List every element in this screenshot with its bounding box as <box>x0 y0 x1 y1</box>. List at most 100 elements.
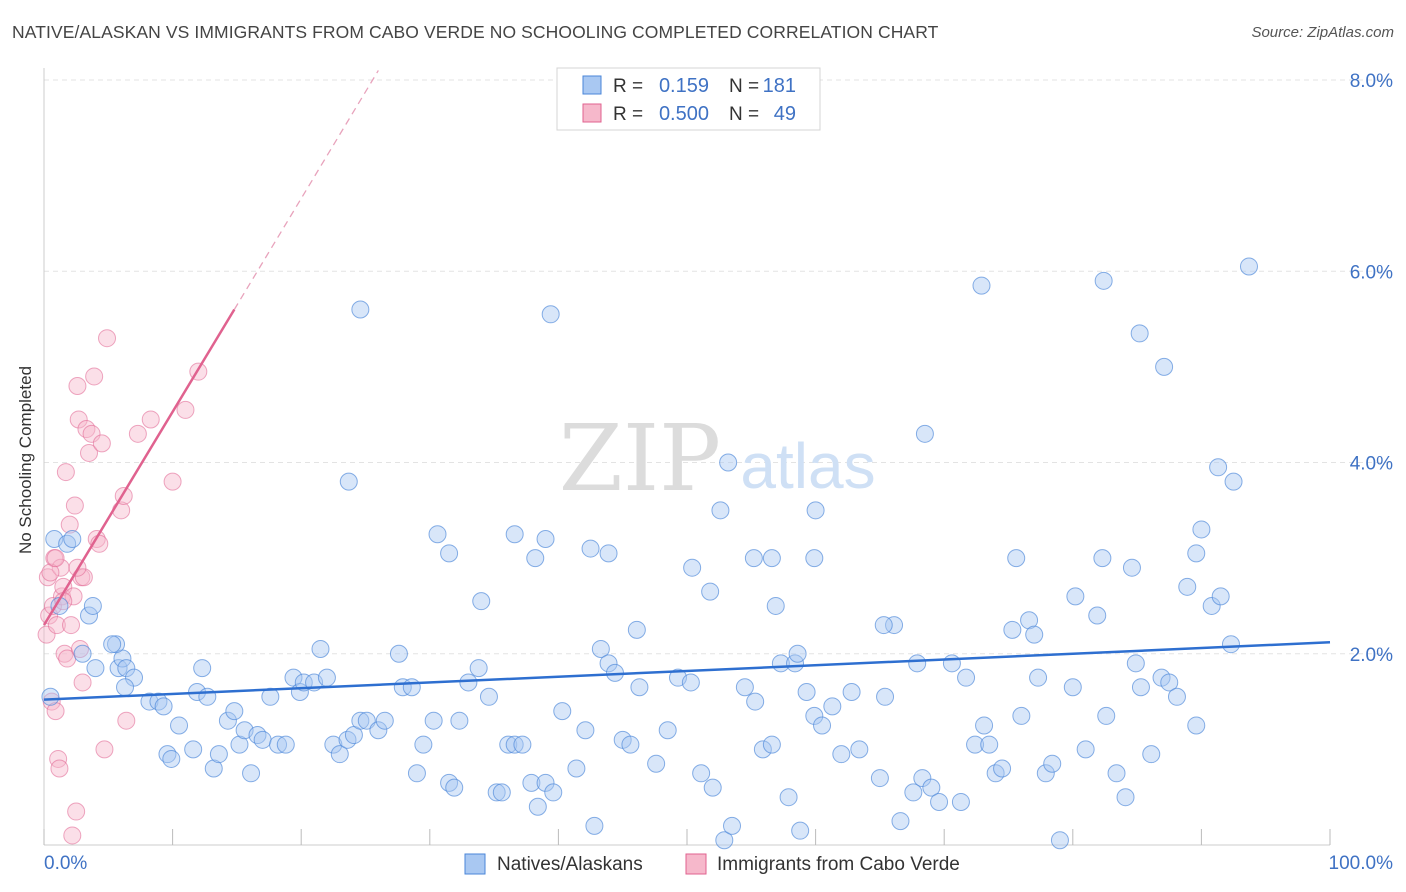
natives-point <box>1029 668 1048 687</box>
natives-point <box>567 759 586 778</box>
natives-point <box>1088 606 1107 625</box>
natives-point <box>149 692 168 711</box>
natives-point <box>1209 458 1228 477</box>
natives-point <box>487 783 506 802</box>
natives-point <box>1025 625 1044 644</box>
natives-point <box>1063 678 1082 697</box>
natives-point <box>581 539 600 558</box>
natives-point <box>80 606 99 625</box>
cabo-verde-point <box>56 463 75 482</box>
cabo-verde-point <box>47 616 66 635</box>
natives-point <box>209 745 228 764</box>
natives-point <box>1066 587 1085 606</box>
natives-point <box>1187 716 1206 735</box>
natives-point <box>499 735 518 754</box>
natives-point <box>469 659 488 678</box>
stats-n-label-1: N = <box>729 76 759 97</box>
natives-point <box>723 816 742 835</box>
natives-point <box>885 616 904 635</box>
natives-point <box>753 740 772 759</box>
x-tick-label-min: 0.0% <box>44 853 87 874</box>
natives-point <box>544 783 563 802</box>
natives-point <box>908 654 927 673</box>
natives-point <box>805 706 824 725</box>
stats-swatch-blue <box>582 75 602 95</box>
natives-point <box>1178 577 1197 596</box>
natives-point <box>351 300 370 319</box>
cabo-verde-point <box>64 587 83 606</box>
natives-point <box>791 821 810 840</box>
cabo-verde-point <box>46 549 65 568</box>
natives-point <box>683 558 702 577</box>
stats-n-value-2: 49 <box>774 103 796 125</box>
cabo-verde-point <box>46 702 65 721</box>
natives-point <box>975 716 994 735</box>
natives-point <box>1093 549 1112 568</box>
natives-point <box>1142 745 1161 764</box>
chart-title: NATIVE/ALASKAN VS IMMIGRANTS FROM CABO V… <box>12 22 939 42</box>
natives-point <box>922 778 941 797</box>
natives-point <box>424 711 443 730</box>
cabo-verde-point <box>73 673 92 692</box>
natives-point <box>73 644 92 663</box>
natives-point <box>942 654 961 673</box>
natives-point <box>472 592 491 611</box>
natives-point <box>324 735 343 754</box>
legend: Natives/Alaskans Immigrants from Cabo Ve… <box>464 853 960 875</box>
natives-point <box>450 711 469 730</box>
natives-point <box>1050 831 1069 850</box>
natives-point <box>86 659 105 678</box>
stats-r-value-2: 0.500 <box>659 103 709 125</box>
natives-points <box>41 257 1258 850</box>
natives-point <box>1192 520 1211 539</box>
natives-point <box>1202 596 1221 615</box>
natives-point <box>445 778 464 797</box>
cabo-verde-point <box>77 420 96 439</box>
cabo-verde-point <box>50 759 69 778</box>
natives-point <box>1187 544 1206 563</box>
natives-point <box>980 735 999 754</box>
natives-point <box>806 501 825 520</box>
natives-point <box>389 644 408 663</box>
natives-point <box>915 424 934 443</box>
natives-point <box>1221 635 1240 654</box>
natives-point <box>788 644 807 663</box>
natives-point <box>1094 271 1113 290</box>
natives-point <box>204 759 223 778</box>
natives-point <box>375 711 394 730</box>
natives-point <box>193 659 212 678</box>
natives-point <box>311 639 330 658</box>
cabo-verde-point <box>41 563 60 582</box>
legend-label-natives: Natives/Alaskans <box>497 854 643 875</box>
natives-point <box>762 735 781 754</box>
natives-point <box>762 549 781 568</box>
y-tick-label: 2.0% <box>1350 645 1393 666</box>
watermark-atlas: atlas <box>740 430 875 502</box>
natives-point <box>479 687 498 706</box>
cabo-verde-point <box>163 472 182 491</box>
natives-point <box>735 678 754 697</box>
natives-point <box>248 726 267 745</box>
natives-point <box>719 453 738 472</box>
y-tick-label: 8.0% <box>1350 71 1393 92</box>
source-credit: Source: ZipAtlas.com <box>1251 24 1394 41</box>
natives-point <box>459 673 478 692</box>
natives-point <box>744 549 763 568</box>
natives-point <box>585 816 604 835</box>
natives-point <box>701 582 720 601</box>
cabo-verde-point <box>68 377 87 395</box>
natives-point <box>746 692 765 711</box>
natives-point <box>1167 687 1186 706</box>
cabo-verde-point <box>62 616 81 635</box>
natives-point <box>621 735 640 754</box>
natives-point <box>1097 706 1116 725</box>
natives-point <box>117 659 136 678</box>
natives-point <box>116 678 135 697</box>
natives-point <box>253 730 272 749</box>
natives-point <box>1107 764 1126 783</box>
natives-point <box>505 525 524 544</box>
cabo-verde-point <box>63 826 82 845</box>
cabo-verde-point <box>92 434 111 453</box>
natives-point <box>658 721 677 740</box>
